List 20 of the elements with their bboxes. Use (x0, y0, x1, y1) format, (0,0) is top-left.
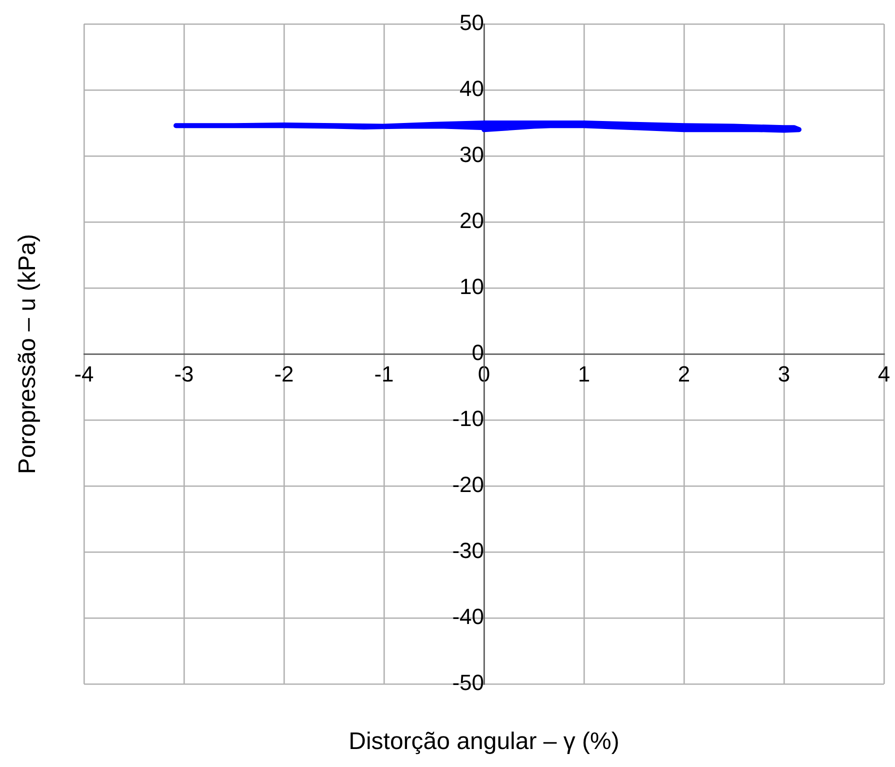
x-tick-label: 2 (678, 361, 690, 386)
y-tick-label: -30 (452, 538, 484, 564)
x-tick-label: 4 (878, 361, 890, 386)
x-tick-label: -2 (274, 361, 294, 386)
x-tick-label: 3 (778, 361, 790, 386)
y-tick-label: -40 (452, 604, 484, 630)
x-tick-label: -1 (374, 361, 394, 386)
y-tick-label: -10 (452, 406, 484, 432)
x-tick-label: -3 (174, 361, 194, 386)
y-tick-label: 50 (460, 10, 484, 36)
y-tick-label: 20 (460, 208, 484, 234)
x-tick-label: 1 (578, 361, 590, 386)
y-tick-label: 10 (460, 274, 484, 300)
y-tick-label: 30 (460, 142, 484, 168)
y-axis-title: Poropressão – u (kPa) (14, 234, 42, 474)
y-tick-label: -20 (452, 472, 484, 498)
x-tick-label: -4 (74, 361, 94, 386)
y-tick-label: 40 (460, 76, 484, 102)
x-axis-title: Distorção angular – γ (%) (348, 728, 620, 756)
y-tick-label: -50 (452, 670, 484, 696)
